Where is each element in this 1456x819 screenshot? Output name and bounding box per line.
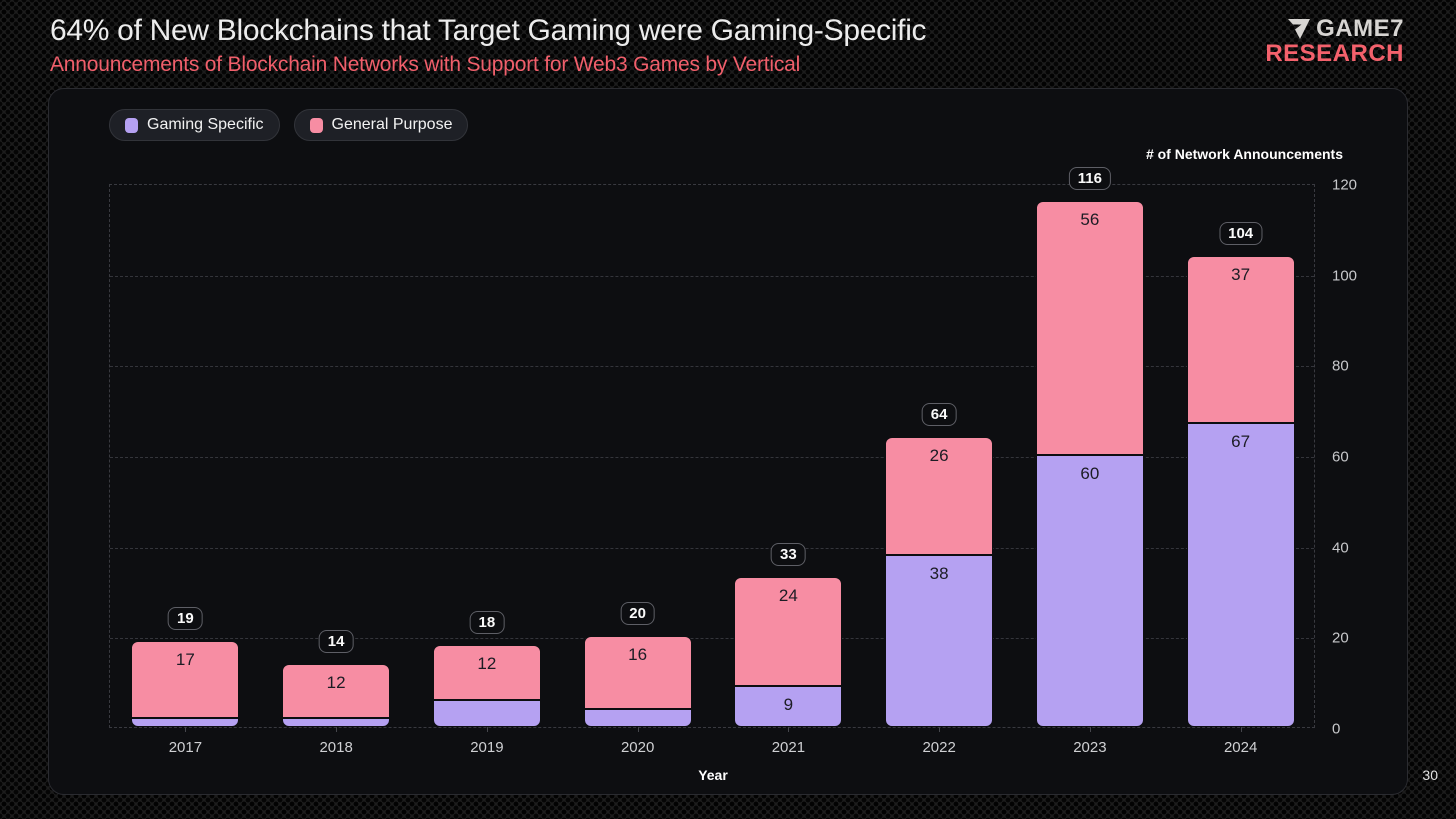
x-tick-label-2020: 2020 [620, 739, 655, 756]
segment-general-purpose-2019[interactable]: 12 [432, 645, 541, 700]
total-badge-2018: 14 [318, 629, 354, 653]
bar-value-label: 17 [175, 649, 195, 669]
bar-value-label: 12 [326, 672, 346, 692]
gridline-20 [110, 638, 1314, 640]
y-tick-label-0: 0 [1332, 720, 1341, 738]
segment-general-purpose-2023[interactable]: 56 [1035, 201, 1144, 455]
y-tick-label-60: 60 [1332, 448, 1349, 466]
x-axis-tick-2023 [1089, 727, 1091, 732]
bar-value-label: 26 [929, 445, 949, 465]
chart-legend: Gaming Specific General Purpose [109, 109, 469, 141]
bar-value-label: 24 [778, 586, 798, 606]
legend-label: General Purpose [331, 116, 453, 133]
segment-general-purpose-2021[interactable]: 24 [734, 577, 843, 687]
logo-text-game7: GAME7 [1316, 15, 1404, 42]
x-axis-tick-2017 [185, 727, 187, 732]
bar-value-label: 9 [783, 695, 794, 715]
segment-general-purpose-2022[interactable]: 26 [885, 436, 994, 555]
total-badge-2023: 116 [1068, 167, 1111, 191]
bar-value-label: 12 [477, 654, 497, 674]
segment-gaming-specific-2017[interactable] [131, 717, 240, 727]
x-tick-label-2017: 2017 [168, 739, 203, 756]
bar-value-label: 38 [929, 563, 949, 583]
legend-item-gaming-specific[interactable]: Gaming Specific [109, 109, 280, 141]
general-purpose-swatch-icon [309, 117, 323, 133]
page-number: 30 [1422, 767, 1438, 783]
gridline-40 [110, 547, 1314, 549]
game7-logo-icon [1287, 18, 1311, 40]
x-axis-tick-2019 [486, 727, 488, 732]
segment-general-purpose-2018[interactable]: 12 [282, 663, 391, 718]
segment-gaming-specific-2018[interactable] [282, 717, 391, 727]
legend-item-general-purpose[interactable]: General Purpose [293, 109, 469, 141]
x-axis-tick-2022 [939, 727, 941, 732]
chart-panel: Gaming Specific General Purpose # of Net… [48, 88, 1408, 795]
x-tick-label-2024: 2024 [1223, 739, 1258, 756]
y-tick-label-120: 120 [1332, 176, 1358, 194]
segment-general-purpose-2024[interactable]: 37 [1186, 255, 1295, 424]
bar-value-label: 37 [1231, 264, 1251, 284]
game7-research-logo: GAME7 RESEARCH [1265, 15, 1404, 68]
y-axis-title: # of Network Announcements [1145, 146, 1343, 162]
total-badge-2019: 18 [469, 611, 505, 635]
bar-value-label: 60 [1080, 464, 1100, 483]
total-badge-2024: 104 [1219, 221, 1263, 245]
y-tick-label-100: 100 [1332, 267, 1358, 285]
x-tick-label-2018: 2018 [319, 739, 353, 756]
gridline-80 [110, 366, 1314, 368]
bar-value-label: 67 [1231, 432, 1251, 452]
segment-general-purpose-2020[interactable]: 16 [583, 636, 692, 709]
y-tick-label-40: 40 [1332, 539, 1349, 557]
bar-value-label: 56 [1080, 210, 1100, 230]
x-tick-label-2019: 2019 [470, 739, 504, 756]
x-axis-tick-2024 [1240, 727, 1242, 732]
segment-gaming-specific-2019[interactable] [432, 699, 541, 727]
segment-gaming-specific-2021[interactable]: 9 [734, 686, 843, 727]
bar-value-label: 16 [628, 645, 648, 665]
x-tick-label-2022: 2022 [922, 739, 956, 756]
gaming-specific-swatch-icon [125, 117, 138, 133]
x-axis-title: Year [698, 767, 728, 783]
total-badge-2020: 20 [620, 602, 655, 626]
segment-general-purpose-2017[interactable]: 17 [131, 640, 240, 718]
logo-text-research: RESEARCH [1265, 40, 1404, 68]
legend-label: Gaming Specific [147, 116, 264, 133]
page-title: 64% of New Blockchains that Target Gamin… [50, 14, 927, 47]
segment-gaming-specific-2022[interactable]: 38 [885, 554, 994, 727]
segment-gaming-specific-2020[interactable] [583, 708, 692, 727]
total-badge-2017: 19 [168, 606, 203, 630]
x-axis-tick-2020 [637, 727, 639, 732]
segment-gaming-specific-2023[interactable]: 60 [1035, 455, 1144, 727]
x-tick-label-2021: 2021 [771, 739, 806, 756]
y-tick-label-80: 80 [1332, 357, 1349, 375]
y-tick-label-20: 20 [1332, 629, 1349, 647]
gridline-60 [110, 457, 1314, 458]
total-badge-2022: 64 [921, 402, 957, 426]
x-tick-label-2023: 2023 [1073, 739, 1107, 756]
x-axis-tick-2018 [336, 727, 338, 732]
x-axis-tick-2021 [788, 727, 790, 732]
report-header: 64% of New Blockchains that Target Gamin… [50, 14, 1406, 77]
plot-area: 0 20 40 60 80 100 120 17 19 2017 12 14 2018 12 18 2019 1… [109, 167, 1357, 783]
gridline-100 [110, 275, 1314, 277]
page-subtitle: Announcements of Blockchain Networks wit… [50, 53, 801, 76]
total-badge-2021: 33 [771, 543, 806, 567]
segment-gaming-specific-2024[interactable]: 67 [1186, 423, 1295, 727]
